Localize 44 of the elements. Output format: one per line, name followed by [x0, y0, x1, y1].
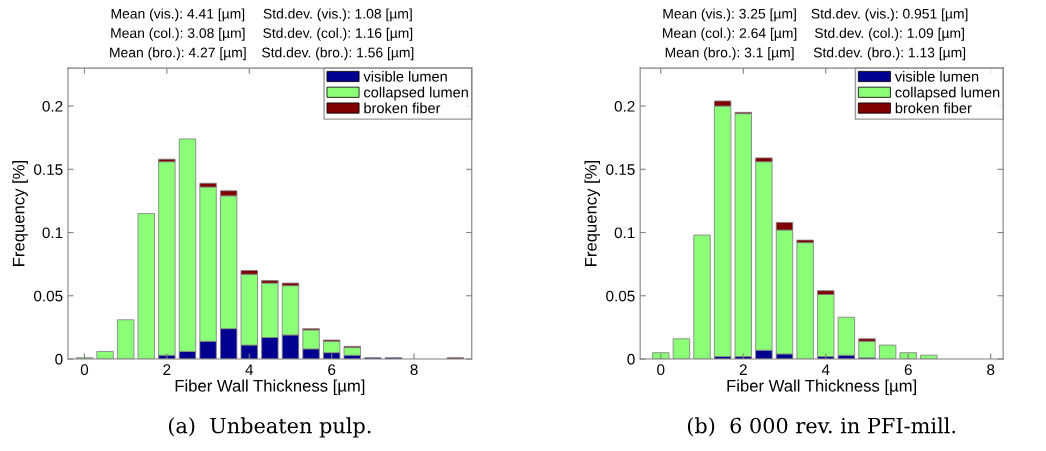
text: Std.dev. (bro.): 1.56 [µm]	[262, 47, 414, 61]
x-tick-label: 6	[904, 364, 912, 376]
text: Mean (vis.): 4.41 [µm]	[111, 8, 245, 22]
y-tick-label: 0	[55, 353, 63, 365]
y-tick-label: 0.05	[606, 290, 635, 302]
legend-label: collapsed lumen	[364, 86, 468, 101]
legend-label: visible lumen	[363, 71, 447, 82]
text: Std.dev. (col.): 1.09 [µm]	[814, 27, 964, 41]
legend-label: broken fiber	[895, 102, 972, 114]
x-tick-label: 6	[328, 364, 336, 376]
x-tick-label: 2	[163, 364, 171, 375]
text: Mean (bro.): 3.1 [µm]	[665, 47, 794, 61]
x-tick-label: 0	[80, 364, 89, 376]
text: Std.dev. (vis.): 0.951 [µm]	[811, 8, 968, 22]
y-axis-title: Frequency [%]	[584, 161, 600, 266]
x-axis-title: Fiber Wall Thickness [µm]	[175, 379, 365, 396]
x-tick-label: 4	[821, 364, 830, 375]
x-tick-label: 4	[245, 364, 254, 375]
text: (a) Unbeaten pulp.	[168, 417, 371, 438]
text: Std.dev. (bro.): 1.13 [µm]	[813, 47, 966, 61]
text: Std.dev. (vis.): 1.08 [µm]	[263, 8, 412, 22]
y-tick-label: 0	[627, 353, 635, 365]
legend-label: broken fiber	[364, 102, 441, 114]
y-tick-label: 0.1	[614, 227, 635, 239]
text: Mean (col.): 2.64 [µm]	[663, 27, 797, 41]
legend-label: collapsed lumen	[895, 86, 1000, 101]
text: Std.dev. (col.): 1.16 [µm]	[263, 27, 413, 41]
legend-label: visible lumen	[894, 71, 979, 82]
x-tick-label: 2	[739, 364, 747, 375]
y-tick-label: 0.2	[614, 100, 635, 112]
y-axis-title: Frequency [%]	[12, 161, 28, 266]
x-tick-label: 8	[410, 364, 418, 376]
y-tick-label: 0.15	[33, 164, 63, 175]
x-axis-title: Fiber Wall Thickness [µm]	[727, 379, 917, 396]
y-tick-label: 0.1	[42, 227, 63, 239]
x-tick-label: 0	[657, 364, 665, 376]
y-tick-label: 0.05	[33, 290, 63, 302]
y-tick-label: 0.15	[606, 164, 635, 175]
text: Mean (vis.): 3.25 [µm]	[663, 8, 796, 22]
text: (b) 6 000 rev. in PFI-mill.	[687, 417, 956, 437]
text: Mean (bro.): 4.27 [µm]	[110, 47, 246, 61]
y-tick-label: 0.2	[42, 100, 63, 112]
x-tick-label: 8	[987, 364, 995, 376]
text: Mean (col.): 3.08 [µm]	[111, 27, 245, 41]
